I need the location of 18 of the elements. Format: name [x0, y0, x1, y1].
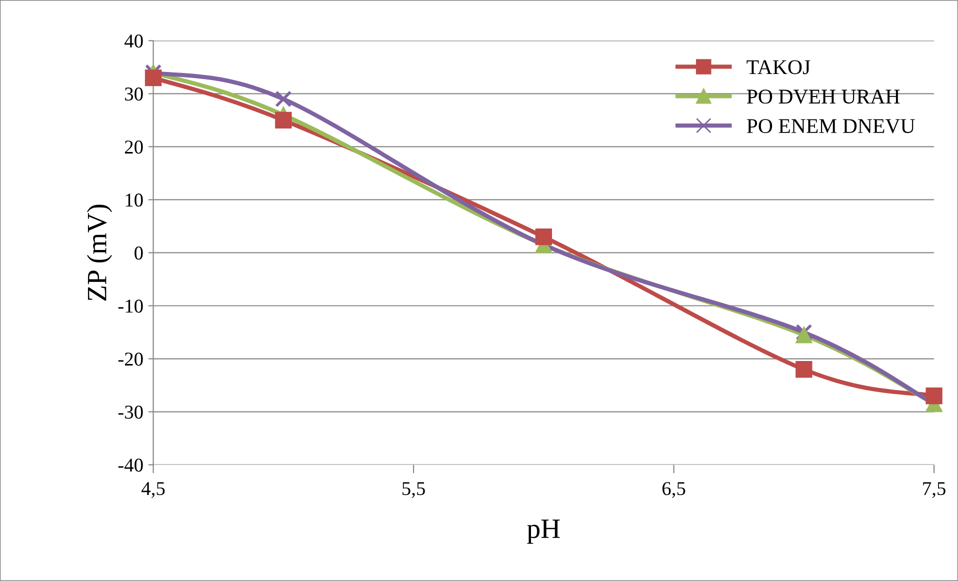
- y-tick-label: -40: [118, 458, 143, 472]
- legend-label: TAKOJ: [746, 60, 810, 74]
- x-tick-label: 5,5: [402, 482, 425, 498]
- y-tick-label: -20: [118, 352, 143, 366]
- x-tick-label: 6,5: [662, 482, 686, 498]
- legend-label: PO ENEM DNEVU: [746, 119, 915, 134]
- y-tick-label: 30: [125, 88, 143, 101]
- legend-label: PO DVEH URAH: [746, 90, 900, 104]
- x-tick-label: 7,5: [923, 482, 946, 498]
- x-axis-title: pH: [527, 520, 560, 544]
- y-tick-label: 40: [124, 34, 143, 48]
- y-tick-label: -10: [118, 300, 143, 313]
- y-tick-label: 20: [124, 140, 143, 154]
- x-tick-label: 4,5: [142, 482, 165, 498]
- y-tick-label: 0: [134, 246, 143, 260]
- y-tick-label: 10: [126, 194, 143, 207]
- y-axis-title: ZP (mV): [86, 204, 112, 301]
- y-tick-label: -30: [118, 406, 143, 419]
